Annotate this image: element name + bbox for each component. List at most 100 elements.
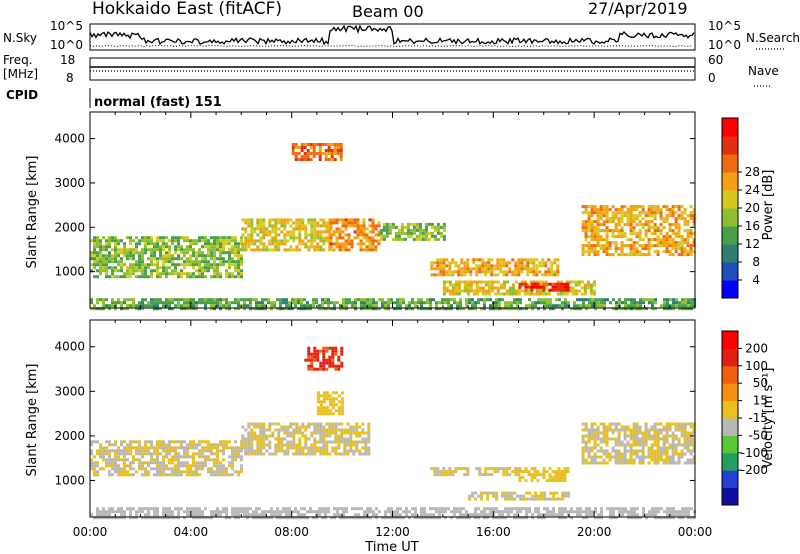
heatmap-cell: [153, 507, 156, 511]
heatmap-cell: [457, 467, 461, 471]
heatmap-cell: [144, 275, 147, 279]
heatmap-cell: [396, 304, 399, 308]
heatmap-cell: [261, 513, 264, 517]
heatmap-cell: [183, 446, 186, 450]
heatmap-cell: [677, 461, 681, 465]
heatmap-cell: [195, 307, 198, 311]
heatmap-cell: [346, 422, 350, 426]
heatmap-cell: [454, 264, 458, 268]
heatmap-cell: [195, 251, 198, 255]
heatmap-cell: [668, 208, 672, 212]
heatmap-cell: [289, 224, 293, 228]
heatmap-cell: [560, 288, 564, 292]
heatmap-cell: [584, 244, 588, 248]
heatmap-cell: [668, 455, 672, 459]
heatmap-cell: [204, 298, 207, 302]
heatmap-cell: [535, 270, 539, 274]
heatmap-cell: [632, 241, 636, 245]
heatmap-cell: [303, 155, 307, 158]
heatmap-cell: [250, 431, 254, 435]
heatmap-cell: [526, 261, 530, 265]
heatmap-cell: [448, 280, 452, 284]
heatmap-cell: [641, 244, 645, 248]
heatmap-cell: [611, 253, 615, 257]
heatmap-cell: [225, 470, 228, 474]
heatmap-cell: [99, 266, 102, 270]
heatmap-cell: [354, 513, 357, 517]
heatmap-cell: [641, 253, 645, 257]
heatmap-cell: [617, 443, 621, 447]
heatmap-cell: [442, 286, 446, 290]
heatmap-cell: [96, 516, 99, 520]
heatmap-cell: [286, 425, 290, 429]
heatmap-cell: [294, 158, 298, 161]
heatmap-cell: [329, 233, 333, 237]
heatmap-cell: [331, 422, 335, 426]
heatmap-cell: [552, 507, 555, 511]
heatmap-cell: [210, 257, 213, 261]
heatmap-cell: [265, 443, 269, 447]
heatmap-cell: [102, 245, 105, 249]
heatmap-cell: [629, 250, 633, 254]
heatmap-cell: [668, 461, 672, 465]
heatmap-cell: [171, 467, 174, 471]
heatmap-cell: [292, 233, 296, 237]
heatmap-cell: [507, 507, 510, 511]
heatmap-cell: [495, 307, 498, 311]
heatmap-cell: [219, 260, 222, 264]
heatmap-cell: [659, 422, 663, 426]
heatmap-cell: [105, 458, 108, 462]
heatmap-cell: [225, 446, 228, 450]
heatmap-cell: [330, 158, 334, 161]
heatmap-cell: [656, 431, 660, 435]
heatmap-cell: [262, 227, 266, 231]
heatmap-cell: [328, 425, 332, 429]
heatmap-cell: [325, 349, 329, 353]
heatmap-cell: [111, 269, 114, 273]
heatmap-cell: [301, 449, 305, 453]
heatmap-cell: [306, 516, 309, 520]
heatmap-cell: [365, 245, 369, 249]
heatmap-cell: [156, 266, 159, 270]
heatmap-cell: [259, 440, 263, 444]
heatmap-cell: [322, 394, 326, 398]
heatmap-cell: [294, 146, 298, 149]
heatmap-cell: [156, 513, 159, 517]
heatmap-cell: [234, 298, 237, 302]
heatmap-cell: [198, 440, 201, 444]
heatmap-cell: [644, 223, 648, 227]
heatmap-cell: [334, 449, 338, 453]
heatmap-cell: [129, 507, 132, 511]
heatmap-cell: [321, 510, 324, 514]
heatmap-cell: [430, 264, 434, 268]
heatmap-cell: [665, 247, 669, 251]
heatmap-cell: [295, 218, 299, 222]
heatmap-cell: [480, 497, 484, 501]
heatmap-cell: [138, 510, 141, 514]
heatmap-cell: [277, 227, 281, 231]
heatmap-cell: [147, 513, 150, 517]
heatmap-cell: [198, 269, 201, 273]
heatmap-cell: [626, 449, 630, 453]
heatmap-cell: [548, 476, 552, 480]
heatmap-cell: [111, 298, 114, 302]
x-tick-label: 00:00: [73, 525, 108, 539]
heatmap-cell: [338, 233, 342, 237]
heatmap-cell: [150, 248, 153, 252]
heatmap-cell: [620, 452, 624, 456]
heatmap-cell: [689, 440, 693, 444]
heatmap-cell: [390, 507, 393, 511]
heatmap-cell: [474, 304, 477, 308]
heatmap-cell: [351, 516, 354, 520]
heatmap-cell: [129, 269, 132, 273]
heatmap-cell: [319, 409, 323, 413]
heatmap-cell: [316, 428, 320, 432]
heatmap-cell: [132, 446, 135, 450]
heatmap-cell: [546, 507, 549, 511]
heatmap-cell: [472, 292, 476, 296]
heatmap-cell: [249, 507, 252, 511]
heatmap-cell: [596, 244, 600, 248]
heatmap-cell: [174, 236, 177, 240]
